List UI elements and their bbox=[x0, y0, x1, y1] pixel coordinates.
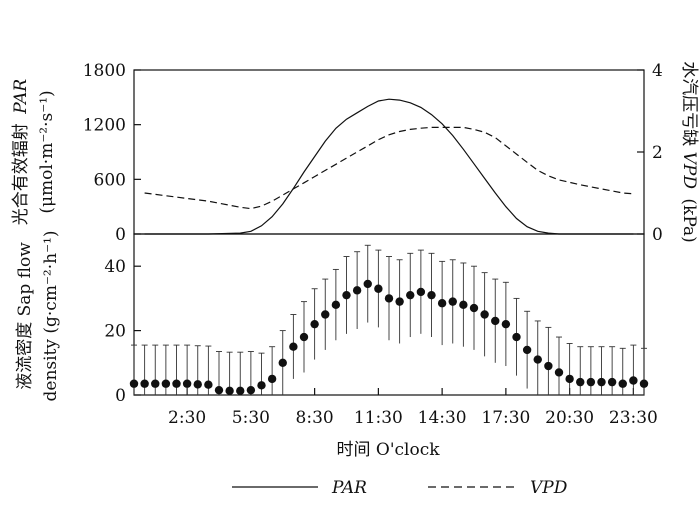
data-point bbox=[427, 290, 436, 300]
data-point bbox=[267, 374, 277, 384]
data-point bbox=[618, 379, 627, 388]
svg-text:光合有效辐射 PAR: 光合有效辐射 PAR bbox=[11, 79, 31, 226]
data-point bbox=[607, 377, 617, 387]
x-tick-label: 20:30 bbox=[545, 408, 594, 428]
top-right-tick-label: 0 bbox=[652, 225, 663, 245]
data-point bbox=[321, 310, 330, 319]
data-point bbox=[469, 303, 479, 313]
data-point bbox=[501, 319, 511, 329]
data-point bbox=[129, 379, 139, 388]
data-point bbox=[384, 294, 394, 303]
data-point bbox=[554, 368, 564, 377]
legend: PAR VPD bbox=[232, 478, 568, 498]
data-point bbox=[586, 377, 596, 387]
bottom-left-axis-title-line1: 液流密度 Sap flow bbox=[15, 242, 35, 390]
data-point bbox=[182, 379, 192, 388]
bottom-y-tick-label: 20 bbox=[104, 322, 126, 342]
top-right-axis-title: 水汽压亏缺 VPD (kPa) bbox=[679, 61, 699, 243]
data-point bbox=[629, 376, 638, 385]
data-point bbox=[151, 379, 160, 388]
x-tick-label: 2:30 bbox=[168, 408, 206, 428]
data-point bbox=[512, 332, 521, 342]
top-right-axis-title-unit: (kPa) bbox=[679, 198, 699, 242]
data-point bbox=[289, 342, 298, 351]
x-tick-label: 23:30 bbox=[609, 408, 658, 428]
data-point bbox=[278, 358, 287, 367]
bottom-y-tick-label: 0 bbox=[115, 386, 126, 406]
top-left-tick-label: 600 bbox=[94, 170, 126, 190]
svg-text:水汽压亏缺 VPD (kPa): 水汽压亏缺 VPD (kPa) bbox=[679, 61, 699, 243]
data-point bbox=[544, 361, 553, 371]
data-point bbox=[406, 290, 415, 300]
data-point bbox=[299, 332, 309, 342]
data-point bbox=[214, 385, 224, 395]
x-axis-title: 时间 O'clock bbox=[336, 440, 440, 460]
top-left-tick-label: 1200 bbox=[83, 116, 126, 136]
top-panel-ticks: 0 600 1200 1800 0 2 4 bbox=[83, 61, 663, 245]
x-tick-label: 11:30 bbox=[354, 408, 403, 428]
data-point bbox=[204, 380, 213, 389]
series-line-par bbox=[144, 98, 634, 235]
top-panel-series bbox=[144, 98, 634, 235]
data-point bbox=[374, 284, 383, 293]
bottom-y-tick-label: 40 bbox=[104, 257, 126, 277]
data-point bbox=[172, 379, 181, 388]
top-left-axis-title-var: PAR bbox=[11, 79, 31, 115]
top-left-tick-label: 1800 bbox=[83, 61, 126, 81]
data-point bbox=[310, 319, 319, 329]
x-tick-label: 14:30 bbox=[418, 408, 467, 428]
data-point bbox=[193, 380, 202, 389]
series-line-vpd bbox=[144, 126, 634, 210]
data-point bbox=[225, 386, 234, 396]
data-point bbox=[597, 377, 606, 387]
data-point bbox=[257, 381, 266, 390]
top-right-axis-title-cn: 水汽压亏缺 bbox=[679, 61, 699, 146]
data-point bbox=[363, 279, 372, 289]
top-left-axis-title: 光合有效辐射 PAR (μmol·m⁻²·s⁻¹) bbox=[11, 79, 57, 226]
top-right-axis-title-var: VPD bbox=[679, 152, 699, 190]
data-point bbox=[448, 297, 457, 306]
top-panel-frame bbox=[133, 69, 645, 235]
x-tick-label: 5:30 bbox=[232, 408, 270, 428]
x-tick-label: 8:30 bbox=[296, 408, 334, 428]
top-left-axis-unit: (μmol·m⁻²·s⁻¹) bbox=[37, 90, 57, 213]
top-right-tick-label: 2 bbox=[652, 143, 663, 163]
data-point bbox=[459, 300, 468, 310]
data-point bbox=[565, 374, 574, 384]
data-point bbox=[480, 310, 489, 319]
data-point bbox=[161, 379, 171, 388]
data-point bbox=[342, 290, 351, 300]
bottom-left-axis-title-line2: density (g·cm⁻²·h⁻¹) bbox=[41, 230, 61, 401]
top-left-tick-label: 0 bbox=[115, 225, 126, 245]
data-point bbox=[352, 286, 362, 295]
top-left-axis-title-cn: 光合有效辐射 bbox=[11, 123, 31, 225]
data-point bbox=[491, 316, 500, 326]
data-point bbox=[416, 287, 426, 297]
data-point bbox=[236, 386, 245, 396]
data-point bbox=[639, 379, 649, 388]
x-tick-label: 17:30 bbox=[481, 408, 530, 428]
data-point bbox=[533, 355, 542, 364]
data-point bbox=[437, 299, 447, 308]
bottom-panel-marks bbox=[129, 244, 649, 396]
bottom-left-axis-title: 液流密度 Sap flow density (g·cm⁻²·h⁻¹) bbox=[15, 230, 61, 401]
bottom-panel-ticks: 0 20 40 2:30 5:30 8:30 11:30 14:30 17:30 20:30 23:… bbox=[104, 257, 658, 428]
top-right-tick-label: 4 bbox=[652, 61, 663, 81]
data-point bbox=[522, 345, 532, 355]
legend-vpd-label: VPD bbox=[530, 478, 568, 498]
data-point bbox=[246, 385, 256, 395]
legend-par-label: PAR bbox=[331, 478, 367, 498]
data-point bbox=[140, 379, 149, 388]
bottom-panel-frame bbox=[133, 233, 645, 396]
data-point bbox=[331, 300, 341, 310]
data-point bbox=[395, 297, 404, 306]
data-point bbox=[576, 377, 585, 387]
